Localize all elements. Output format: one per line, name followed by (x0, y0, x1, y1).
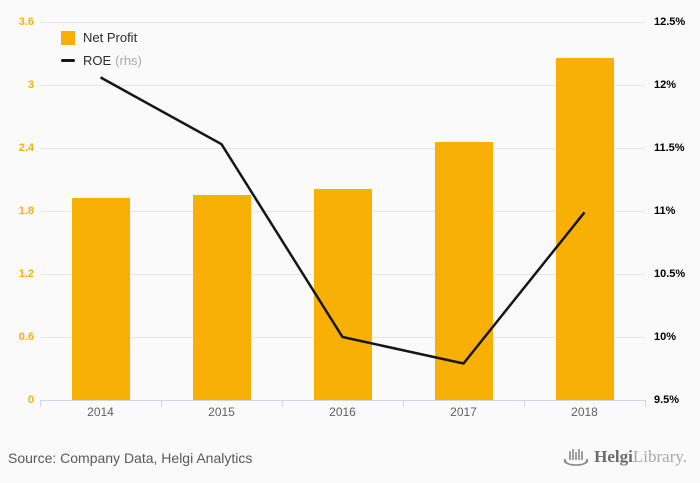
roe-line-swatch-icon (61, 59, 75, 62)
right-axis-tick-label: 12% (654, 79, 677, 91)
left-axis-tick-label: 2.4 (18, 142, 34, 154)
legend-item-net-profit[interactable]: Net Profit (61, 26, 142, 49)
net-profit-bar-2018[interactable] (555, 57, 614, 400)
x-axis-category-label: 2018 (571, 405, 598, 419)
right-axis-tick-label: 11.5% (654, 142, 685, 154)
chart-legend: Net Profit ROE (rhs) (61, 26, 142, 72)
left-axis-tick-label: 0 (27, 394, 34, 406)
left-axis-tick-label: 0.6 (18, 331, 34, 343)
legend-roe-suffix: (rhs) (115, 53, 142, 68)
x-axis-category-label: 2014 (87, 405, 114, 419)
h-gridline (40, 21, 645, 23)
legend-roe-label: ROE (83, 53, 112, 68)
x-axis-tick (281, 401, 283, 407)
x-axis-tick (160, 401, 162, 407)
x-axis-tick (644, 401, 646, 407)
x-axis-category-label: 2017 (450, 405, 477, 419)
h-gridline (40, 147, 645, 149)
net-profit-bar-2017[interactable] (434, 141, 493, 400)
x-axis-line (40, 400, 646, 401)
net-profit-bar-2014[interactable] (71, 198, 130, 400)
x-axis-tick (39, 401, 41, 407)
h-gridline (40, 84, 645, 86)
net-profit-bar-2016[interactable] (313, 188, 372, 400)
left-axis-tick-label: 3.6 (18, 16, 34, 28)
net-profit-bar-2015[interactable] (192, 195, 251, 400)
left-axis-tick-label: 1.8 (18, 205, 34, 217)
net-profit-swatch-icon (61, 30, 75, 45)
left-axis-tick-label: 3 (27, 79, 34, 91)
logo-text-helgi: Helgi (594, 447, 633, 466)
right-axis-tick-label: 10.5% (654, 268, 686, 280)
right-axis-tick-label: 12.5% (654, 16, 686, 28)
right-axis-tick-label: 9.5% (654, 394, 680, 406)
x-axis-category-label: 2015 (208, 405, 235, 419)
right-axis-tick-label: 11% (654, 205, 676, 217)
right-axis-tick-label: 10% (654, 331, 677, 343)
legend-item-roe[interactable]: ROE (rhs) (61, 49, 142, 72)
legend-net-profit-label: Net Profit (83, 30, 138, 45)
source-note: Source: Company Data, Helgi Analytics (8, 450, 253, 466)
helgi-library-logo: Helgi Library. (563, 446, 687, 468)
helgi-boat-icon (563, 449, 589, 466)
x-axis-category-label: 2016 (329, 405, 356, 419)
x-axis-tick (523, 401, 525, 407)
left-axis-tick-label: 1.2 (18, 268, 34, 280)
logo-text-library: Library. (632, 447, 687, 466)
x-axis-tick (402, 401, 404, 407)
